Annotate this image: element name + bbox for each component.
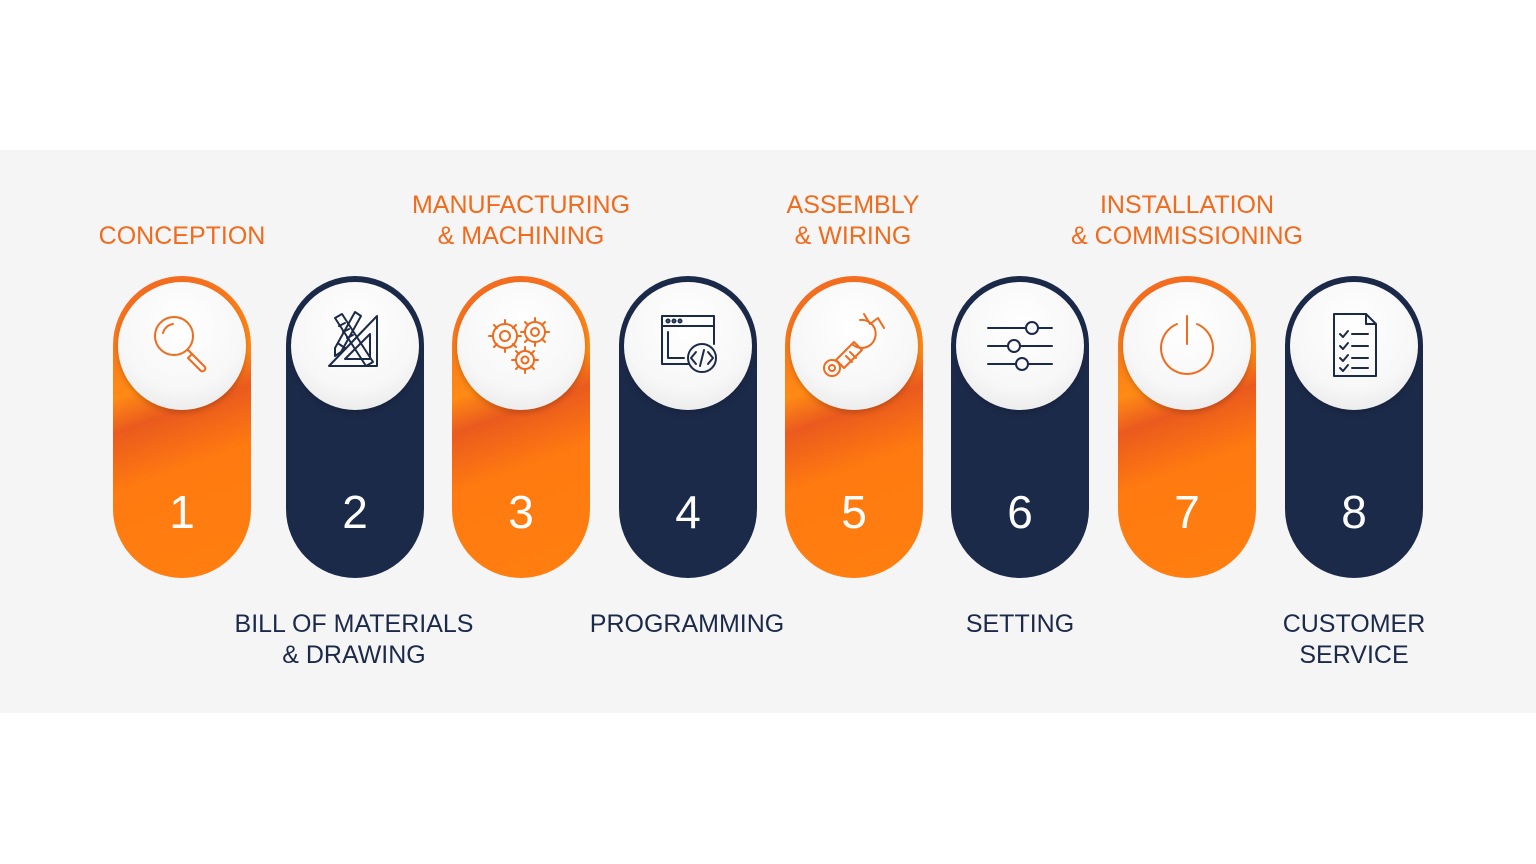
step-8-number: 8 — [1341, 486, 1367, 538]
step-6-number: 6 — [1007, 486, 1033, 538]
code-window-icon — [661, 315, 717, 373]
step-3-number: 3 — [508, 486, 534, 538]
step-2-label: BILL OF MATERIALS & DRAWING — [234, 610, 474, 669]
power-icon — [1160, 315, 1214, 375]
wrench-icon — [823, 313, 885, 377]
step-2-icon-circle — [291, 282, 419, 410]
step-4-label: PROGRAMMING — [589, 610, 785, 638]
step-1-label: CONCEPTION — [98, 222, 266, 250]
step-5-icon-circle — [790, 282, 918, 410]
process-band — [0, 150, 1536, 713]
checklist-document-icon — [1333, 313, 1377, 377]
step-7-icon-circle — [1123, 282, 1251, 410]
step-4-number: 4 — [675, 486, 701, 538]
step-6-label: SETTING — [965, 610, 1075, 638]
step-8-label: CUSTOMER SERVICE — [1282, 610, 1426, 669]
step-5-label: ASSEMBLY & WIRING — [786, 191, 920, 250]
drafting-tools-icon — [328, 311, 378, 367]
step-3-pill: 3 — [452, 276, 590, 578]
step-5-number: 5 — [841, 486, 867, 538]
step-1-pill: 1 — [113, 276, 251, 578]
step-4-icon-circle — [624, 282, 752, 410]
gears-icon — [488, 317, 550, 374]
step-5-pill: 5 — [785, 276, 923, 578]
magnifier-icon — [154, 316, 207, 373]
step-2-number: 2 — [342, 486, 368, 538]
step-1-icon-circle — [118, 282, 246, 410]
step-6-icon-circle — [956, 282, 1084, 410]
step-3-icon-circle — [457, 282, 585, 410]
step-6-pill: 6 — [951, 276, 1089, 578]
step-1-number: 1 — [169, 486, 195, 538]
step-3-label: MANUFACTURING & MACHINING — [411, 191, 631, 250]
step-7-pill: 7 — [1118, 276, 1256, 578]
step-8-icon-circle — [1290, 282, 1418, 410]
step-2-pill: 2 — [286, 276, 424, 578]
step-7-label: INSTALLATION & COMMISSIONING — [1071, 191, 1303, 250]
step-8-pill: 8 — [1285, 276, 1423, 578]
step-4-pill: 4 — [619, 276, 757, 578]
sliders-icon — [987, 321, 1053, 371]
step-7-number: 7 — [1174, 486, 1200, 538]
